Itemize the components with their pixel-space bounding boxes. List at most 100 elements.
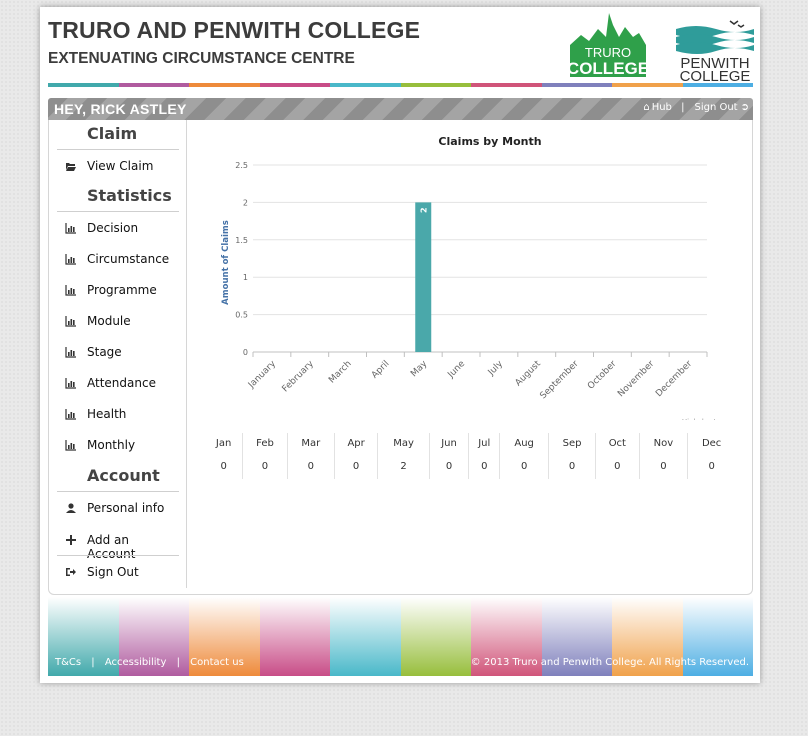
- y-tick-label: 2.5: [235, 161, 248, 170]
- accessibility-link[interactable]: Accessibility: [104, 657, 167, 668]
- x-tick-label: October: [586, 359, 619, 392]
- penwith-college-logo[interactable]: PENWITH COLLEGE: [676, 15, 754, 81]
- y-axis-label: Amount of Claims: [221, 220, 231, 305]
- tcs-link[interactable]: T&Cs: [55, 657, 82, 668]
- sidebar-item-label: Programme: [87, 283, 157, 297]
- footer-text: T&Cs | Accessibility | Contact us © 2013…: [48, 657, 753, 673]
- sidebar-item-decision[interactable]: Decision: [57, 213, 179, 243]
- footer-band: [48, 597, 753, 676]
- stripe-segment: [400, 83, 471, 87]
- link-separator: |: [681, 102, 685, 113]
- divider: [57, 491, 179, 492]
- centre-subtitle: EXTENUATING CIRCUMSTANCE CENTRE: [48, 50, 355, 67]
- sidebar-item-label: Decision: [87, 221, 139, 235]
- x-tick-label: April: [370, 359, 392, 381]
- claims-chart: Claims by Month 0 0.5 1 1.5 2 2.5 Amount of Cla…: [187, 120, 752, 426]
- sidebar-item-label: Monthly: [87, 438, 136, 452]
- bar-data-label: 2: [419, 207, 428, 213]
- sidebar-item-label: Module: [87, 314, 131, 328]
- stripe-segment: [541, 83, 612, 87]
- home-icon[interactable]: ⌂: [643, 102, 650, 113]
- month-header: Oct: [595, 433, 640, 453]
- sidebar-item-add-account[interactable]: Add an Account: [57, 525, 179, 561]
- x-tick-label: March: [327, 359, 353, 385]
- stripe-segment: [471, 83, 542, 87]
- footer-separator: |: [176, 657, 180, 668]
- footer-color-column: [400, 597, 471, 676]
- chart-svg: Claims by Month 0 0.5 1 1.5 2 2.5 Amount of Cla…: [221, 135, 737, 426]
- contact-link[interactable]: Contact us: [190, 657, 244, 668]
- sidebar-item-circumstance[interactable]: Circumstance: [57, 244, 179, 274]
- hub-link[interactable]: Hub: [651, 102, 672, 113]
- x-tick-label: December: [654, 359, 694, 399]
- penwith-logo-text-1: PENWITH: [680, 55, 749, 72]
- y-tick-label: 0: [243, 348, 248, 357]
- signout-icon[interactable]: ➲: [740, 102, 749, 113]
- penwith-logo-text-2: COLLEGE: [680, 68, 751, 81]
- bar-chart-icon: [65, 254, 76, 265]
- truro-logo-text-1: TRURO: [585, 45, 631, 60]
- user-bar: HEY, RICK ASTLEY ⌂ Hub | Sign Out ➲: [48, 98, 753, 120]
- divider: [57, 149, 179, 150]
- month-count: 0: [429, 453, 470, 479]
- bar-chart-icon: [65, 409, 76, 420]
- footer-color-column: [471, 597, 542, 676]
- copyright: © 2013 Truro and Penwith College. All Ri…: [470, 657, 749, 668]
- month-count: 0: [708, 460, 715, 472]
- sidebar: Claim View Claim Statistics Decision Circ…: [49, 120, 187, 588]
- bar-chart-icon: [65, 285, 76, 296]
- footer-color-column: [118, 597, 189, 676]
- stripe-segment: [48, 83, 119, 87]
- x-tick-label: August: [514, 359, 544, 389]
- sidebar-item-module[interactable]: Module: [57, 306, 179, 336]
- sidebar-item-label: Personal info: [87, 501, 165, 515]
- stripe-segment: [259, 83, 330, 87]
- main-content: Claim View Claim Statistics Decision Circ…: [48, 120, 753, 595]
- sidebar-item-label: View Claim: [87, 159, 154, 173]
- chart-credit[interactable]: Highcharts.com: [682, 418, 737, 426]
- bar-chart-icon: [65, 347, 76, 358]
- signout-link[interactable]: Sign Out: [694, 102, 738, 113]
- stripe-segment: [189, 83, 260, 87]
- truro-college-logo[interactable]: TRURO COLLEGE: [567, 11, 649, 79]
- plus-icon: [66, 535, 76, 545]
- month-count: 0: [499, 453, 549, 479]
- footer-color-column: [612, 597, 683, 676]
- y-tick-label: 1.5: [235, 236, 248, 245]
- sidebar-item-attendance[interactable]: Attendance: [57, 368, 179, 398]
- stripe-segment: [330, 83, 401, 87]
- greeting: HEY, RICK ASTLEY: [54, 101, 187, 117]
- sidebar-item-label: Sign Out: [87, 565, 139, 579]
- bar-chart-icon: [65, 223, 76, 234]
- footer-color-column: [682, 597, 753, 676]
- sidebar-item-health[interactable]: Health: [57, 399, 179, 429]
- sidebar-item-view-claim[interactable]: View Claim: [57, 151, 179, 181]
- account-heading: Account: [87, 466, 160, 485]
- sidebar-item-monthly[interactable]: Monthly: [57, 430, 179, 460]
- stripe-segment: [612, 83, 683, 87]
- month-count: 2: [377, 453, 430, 479]
- divider: [57, 211, 179, 212]
- sidebar-item-personal-info[interactable]: Personal info: [57, 493, 179, 523]
- y-tick-label: 2: [243, 198, 248, 207]
- divider: [57, 555, 179, 556]
- y-tick-label: 0.5: [235, 311, 248, 320]
- month-count: 0: [595, 453, 640, 479]
- month-count: 0: [334, 453, 379, 479]
- chart-title: Claims by Month: [438, 135, 541, 148]
- x-tick-label: January: [246, 359, 278, 391]
- stripe-segment: [682, 83, 753, 87]
- month-header: Jul: [468, 433, 501, 453]
- bar-chart-icon: [65, 316, 76, 327]
- sidebar-item-programme[interactable]: Programme: [57, 275, 179, 305]
- color-stripe: [48, 83, 753, 87]
- footer-color-column: [541, 597, 612, 676]
- stripe-segment: [118, 83, 189, 87]
- sidebar-item-sign-out[interactable]: Sign Out: [57, 557, 179, 587]
- chart-bar: [415, 202, 432, 352]
- sidebar-item-stage[interactable]: Stage: [57, 337, 179, 367]
- footer-color-column: [48, 597, 119, 676]
- month-header: Sep: [548, 433, 597, 453]
- sidebar-item-label: Stage: [87, 345, 122, 359]
